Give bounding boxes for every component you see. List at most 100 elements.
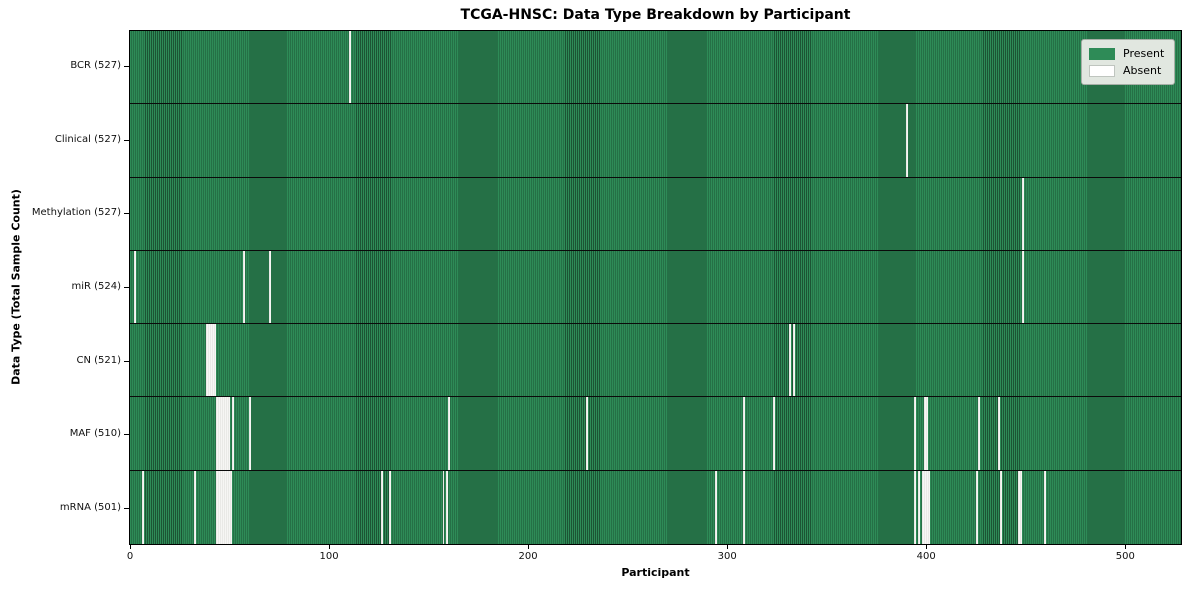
absent-stripe-mRNA-130 (388, 470, 391, 544)
legend-label-absent: Absent (1123, 64, 1162, 77)
absent-stripe-mRNA-459 (1043, 470, 1046, 544)
absent-stripe-miR-70 (269, 250, 272, 324)
absent-stripe-CN-38 (205, 324, 208, 397)
absent-stripe-mRNA-447 (1019, 470, 1022, 544)
absent-swatch (1089, 64, 1115, 77)
absent-stripe-MAF-60 (249, 397, 252, 470)
absent-stripe-mRNA-46 (221, 470, 224, 544)
absent-stripe-CN-41 (211, 324, 214, 397)
absent-stripe-MAF-229 (585, 397, 588, 470)
absent-stripe-mRNA-44 (217, 470, 220, 544)
absent-stripe-mRNA-47 (223, 470, 226, 544)
absent-stripe-mRNA-43 (215, 470, 218, 544)
x-tick-mark (328, 545, 330, 549)
absent-stripe-MAF-44 (217, 397, 220, 470)
absent-stripe-BCR-110 (348, 31, 351, 104)
y-tick-mark (124, 287, 129, 288)
y-tick-mark (124, 213, 129, 215)
absent-stripe-MAF-47 (223, 397, 226, 470)
absent-stripe-mRNA-400 (926, 470, 929, 544)
legend-item-absent: Absent (1089, 62, 1167, 79)
absent-stripe-MAF-308 (743, 397, 746, 470)
absent-stripe-Methylation-448 (1021, 177, 1024, 250)
absent-stripe-MAF-160 (448, 397, 451, 470)
absent-stripe-mRNA-401 (928, 470, 931, 544)
absent-stripe-CN-42 (213, 324, 216, 397)
present-swatch (1089, 47, 1115, 60)
absent-stripe-CN-333 (792, 324, 795, 397)
x-tick-label-0: 0 (126, 551, 134, 562)
absent-stripe-mRNA-446 (1017, 470, 1020, 544)
legend: Present Absent (1081, 39, 1175, 85)
absent-stripe-mRNA-294 (715, 470, 718, 544)
x-tick-mark (1124, 545, 1126, 549)
heatmap-row-Clinical (130, 104, 1181, 178)
absent-stripe-mRNA-308 (743, 470, 746, 544)
absent-stripe-MAF-399 (924, 397, 927, 470)
absent-stripe-mRNA-394 (914, 470, 917, 544)
y-tick-label-Clinical: Clinical (527) (54, 133, 121, 145)
x-tick-mark (527, 545, 529, 549)
y-tick-mark (124, 360, 129, 362)
x-tick-label-300: 300 (717, 551, 737, 562)
absent-stripe-MAF-426 (977, 397, 980, 470)
x-tick-mark (129, 545, 131, 549)
absent-stripe-mRNA-437 (999, 470, 1002, 544)
legend-item-present: Present (1089, 45, 1167, 62)
absent-stripe-mRNA-49 (227, 470, 230, 544)
y-tick-mark (124, 66, 129, 68)
absent-stripe-MAF-51 (231, 397, 234, 470)
x-tick-label-400: 400 (916, 551, 936, 562)
absent-stripe-MAF-400 (926, 397, 929, 470)
y-tick-mark (124, 434, 129, 436)
heatmap-row-miR (130, 250, 1181, 325)
heatmap-row-Methylation (130, 177, 1181, 251)
absent-stripe-MAF-394 (914, 397, 917, 470)
absent-stripe-mRNA-126 (380, 470, 383, 544)
absent-stripe-mRNA-45 (219, 470, 222, 544)
absent-stripe-MAF-46 (221, 397, 224, 470)
x-tick-label-200: 200 (518, 551, 538, 562)
absent-stripe-MAF-436 (997, 397, 1000, 470)
absent-stripe-mRNA-159 (446, 470, 449, 544)
plot-area (129, 30, 1182, 545)
absent-stripe-MAF-323 (772, 397, 775, 470)
y-tick-label-MAF: MAF (510) (69, 428, 121, 440)
absent-stripe-mRNA-396 (918, 470, 921, 544)
y-tick-label-miR: miR (524) (71, 281, 121, 292)
absent-stripe-MAF-43 (215, 397, 218, 470)
x-tick-mark (925, 545, 927, 549)
absent-stripe-MAF-49 (227, 397, 230, 470)
x-tick-label-100: 100 (319, 551, 339, 562)
y-tick-mark (124, 507, 129, 509)
absent-stripe-mRNA-6 (141, 470, 144, 544)
absent-stripe-CN-331 (788, 324, 791, 397)
x-tick-label-500: 500 (1115, 551, 1135, 562)
y-tick-mark (124, 139, 129, 141)
absent-stripe-miR-2 (133, 250, 136, 324)
y-tick-label-mRNA: mRNA (501) (59, 501, 121, 513)
x-axis-label: Participant (621, 566, 690, 579)
heatmap-row-MAF (130, 397, 1181, 471)
absent-stripe-MAF-45 (219, 397, 222, 470)
heatmap-row-CN (130, 324, 1181, 398)
absent-stripe-Clinical-390 (906, 104, 909, 177)
absent-stripe-mRNA-425 (975, 470, 978, 544)
chart-title: TCGA-HNSC: Data Type Breakdown by Partic… (460, 7, 851, 23)
absent-stripe-mRNA-32 (193, 470, 196, 544)
legend-label-present: Present (1123, 47, 1165, 60)
absent-stripe-CN-39 (207, 324, 210, 397)
absent-stripe-mRNA-50 (229, 470, 232, 544)
absent-stripe-MAF-48 (225, 397, 228, 470)
y-tick-label-CN: CN (521) (76, 354, 121, 366)
absent-stripe-CN-40 (209, 324, 212, 397)
absent-stripe-miR-57 (243, 250, 246, 324)
absent-stripe-miR-448 (1021, 250, 1024, 324)
y-tick-label-BCR: BCR (527) (70, 60, 121, 72)
absent-stripe-mRNA-48 (225, 470, 228, 544)
heatmap-row-mRNA (130, 470, 1181, 544)
x-tick-mark (726, 545, 728, 549)
y-tick-label-Methylation: Methylation (527) (31, 207, 121, 219)
absent-stripe-mRNA-398 (922, 470, 925, 544)
